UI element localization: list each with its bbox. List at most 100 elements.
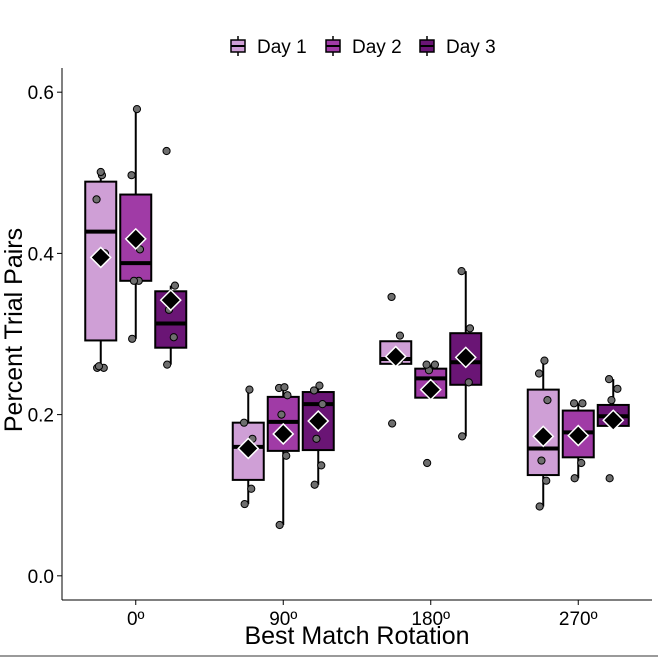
mean-diamond xyxy=(237,437,260,460)
x-axis-title: Best Match Rotation xyxy=(244,622,469,650)
data-point xyxy=(607,395,616,405)
data-point xyxy=(283,391,292,400)
box-group xyxy=(301,381,335,489)
plot-panel xyxy=(84,105,630,530)
data-point xyxy=(162,146,171,156)
data-point xyxy=(135,245,145,254)
data-point xyxy=(309,386,319,395)
data-point xyxy=(534,369,544,378)
mean-diamond xyxy=(419,378,442,401)
data-point xyxy=(604,375,614,384)
mean-diamond xyxy=(532,425,555,448)
legend: Day 1 Day 2 Day 3 xyxy=(230,36,496,58)
data-point xyxy=(465,324,475,333)
box xyxy=(231,421,265,481)
mean-diamond xyxy=(159,289,182,312)
y-axis-title: Percent Trial Pairs xyxy=(0,228,28,432)
series-day-3 xyxy=(154,146,630,489)
box-group xyxy=(596,375,630,483)
data-point xyxy=(535,502,544,511)
mean-diamond xyxy=(272,422,295,446)
legend-item-day-1: Day 1 xyxy=(230,36,307,58)
y-axis: 0.0 0.2 0.4 0.6 xyxy=(28,68,63,600)
data-point xyxy=(132,105,142,114)
data-point xyxy=(613,384,622,393)
data-point xyxy=(387,292,396,302)
y-tick-label: 0.4 xyxy=(28,244,55,265)
series-day-1 xyxy=(84,167,560,511)
data-point xyxy=(543,395,552,405)
data-point xyxy=(430,360,440,369)
box xyxy=(84,180,118,342)
x-axis: 0º 90º 180º 270º xyxy=(62,599,652,630)
data-point xyxy=(128,334,137,343)
data-point xyxy=(457,267,466,276)
legend-label: Day 1 xyxy=(257,37,307,58)
box-group xyxy=(84,167,118,372)
data-point xyxy=(247,484,256,493)
box-group xyxy=(119,105,153,343)
box-group xyxy=(154,146,188,369)
data-point xyxy=(458,432,467,441)
series-day-2 xyxy=(119,105,595,530)
data-point xyxy=(464,378,473,387)
data-point xyxy=(92,195,101,204)
data-point xyxy=(605,474,614,483)
data-point xyxy=(245,385,254,394)
mean-diamond xyxy=(307,409,330,433)
data-point xyxy=(275,520,284,530)
legend-item-day-2: Day 2 xyxy=(325,36,402,58)
y-tick-label: 0.0 xyxy=(28,567,54,588)
legend-label: Day 2 xyxy=(352,37,402,58)
x-tick-label: 90º xyxy=(269,609,297,630)
data-point xyxy=(537,456,546,465)
data-point xyxy=(570,474,579,483)
data-point xyxy=(127,171,136,180)
data-point xyxy=(318,400,327,409)
data-point xyxy=(96,167,105,177)
data-point xyxy=(577,458,586,468)
box-group xyxy=(231,385,265,509)
data-point xyxy=(280,383,289,392)
data-point xyxy=(395,331,405,340)
box-group xyxy=(414,360,448,468)
data-point xyxy=(282,451,291,460)
data-point xyxy=(569,399,579,408)
data-point xyxy=(169,333,178,342)
data-point xyxy=(239,418,249,427)
data-point xyxy=(240,499,249,509)
box-group xyxy=(379,292,413,428)
mean-diamond xyxy=(454,346,477,369)
mean-diamond xyxy=(384,345,407,368)
data-point xyxy=(542,476,551,485)
box-group xyxy=(449,267,483,441)
box-group xyxy=(266,383,300,530)
mean-diamond xyxy=(124,227,147,250)
data-point xyxy=(129,276,139,285)
data-point xyxy=(388,419,397,428)
mean-diamond xyxy=(602,409,625,432)
mean-diamond xyxy=(567,424,590,447)
y-tick-label: 0.6 xyxy=(28,83,54,104)
data-point xyxy=(578,399,587,408)
legend-item-day-3: Day 3 xyxy=(419,36,496,58)
data-point xyxy=(423,458,432,468)
legend-label: Day 3 xyxy=(446,37,496,58)
mean-diamond xyxy=(89,246,112,269)
y-tick-label: 0.2 xyxy=(28,406,54,427)
box-group xyxy=(526,356,560,511)
data-point xyxy=(422,360,431,369)
data-point xyxy=(310,480,319,489)
data-point xyxy=(94,362,104,371)
x-tick-label: 270º xyxy=(559,609,598,630)
data-point xyxy=(163,360,172,369)
data-point xyxy=(315,381,324,390)
data-point xyxy=(170,281,180,290)
data-point xyxy=(312,434,321,443)
data-point xyxy=(540,356,549,365)
bottom-divider xyxy=(0,655,658,657)
data-point xyxy=(277,410,286,419)
box-group xyxy=(561,399,595,483)
data-point xyxy=(317,461,326,470)
